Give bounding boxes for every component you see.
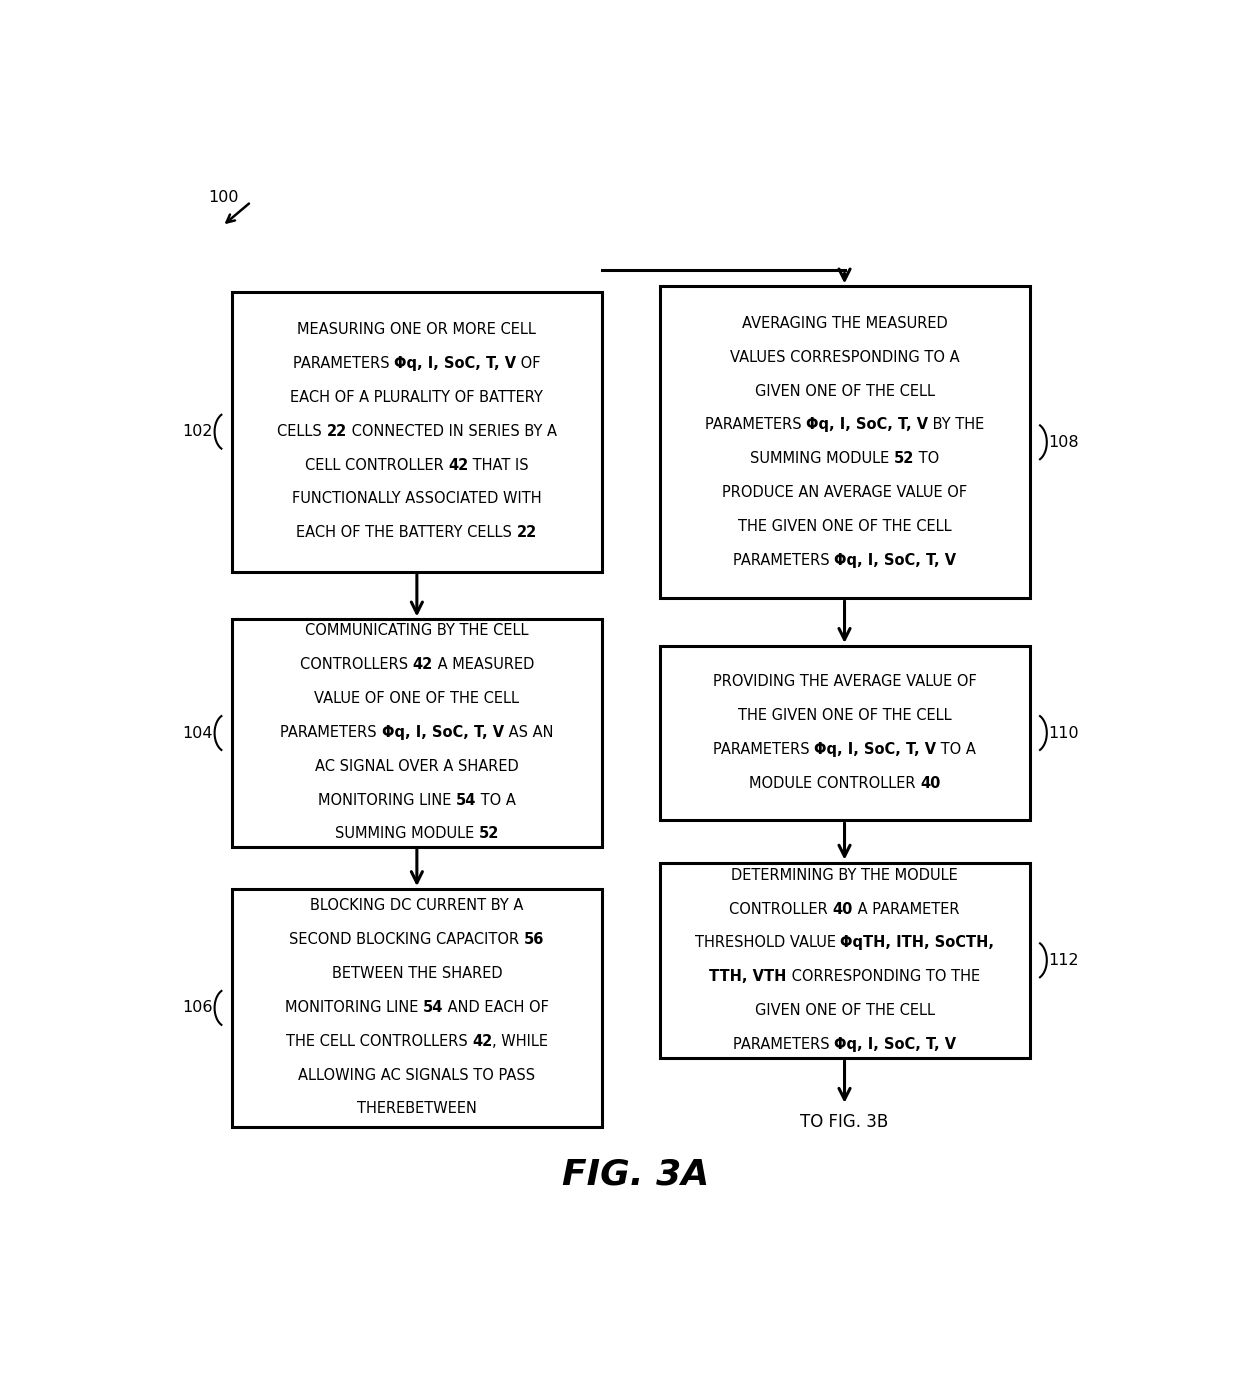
Text: 40: 40 [833, 902, 853, 917]
Text: THE GIVEN ONE OF THE CELL: THE GIVEN ONE OF THE CELL [738, 708, 951, 724]
Text: CONTROLLER: CONTROLLER [729, 902, 833, 917]
Text: DETERMINING BY THE MODULE: DETERMINING BY THE MODULE [732, 868, 957, 883]
Text: SUMMING MODULE: SUMMING MODULE [335, 827, 479, 842]
Text: MONITORING LINE: MONITORING LINE [317, 792, 456, 807]
Text: EACH OF THE BATTERY CELLS: EACH OF THE BATTERY CELLS [296, 524, 517, 540]
Text: 40: 40 [920, 776, 940, 791]
Text: PARAMETERS: PARAMETERS [293, 356, 394, 371]
Text: 22: 22 [517, 524, 537, 540]
Text: AC SIGNAL OVER A SHARED: AC SIGNAL OVER A SHARED [315, 759, 518, 774]
Text: FUNCTIONALLY ASSOCIATED WITH: FUNCTIONALLY ASSOCIATED WITH [293, 492, 542, 507]
Text: SECOND BLOCKING CAPACITOR: SECOND BLOCKING CAPACITOR [289, 932, 525, 947]
Text: A MEASURED: A MEASURED [433, 658, 534, 673]
Text: Φq, I, SoC, T, V: Φq, I, SoC, T, V [806, 417, 928, 432]
Text: 106: 106 [182, 1001, 213, 1016]
Text: MEASURING ONE OR MORE CELL: MEASURING ONE OR MORE CELL [298, 323, 537, 338]
Text: PROVIDING THE AVERAGE VALUE OF: PROVIDING THE AVERAGE VALUE OF [713, 674, 976, 689]
Text: MODULE CONTROLLER: MODULE CONTROLLER [749, 776, 920, 791]
Text: MONITORING LINE: MONITORING LINE [285, 1000, 423, 1015]
Text: CELL CONTROLLER: CELL CONTROLLER [305, 457, 448, 472]
Text: GIVEN ONE OF THE CELL: GIVEN ONE OF THE CELL [754, 383, 935, 398]
Text: 52: 52 [479, 827, 498, 842]
Text: CONNECTED IN SERIES BY A: CONNECTED IN SERIES BY A [347, 424, 557, 439]
Text: PARAMETERS: PARAMETERS [713, 741, 815, 757]
Text: BY THE: BY THE [928, 417, 985, 432]
Text: ALLOWING AC SIGNALS TO PASS: ALLOWING AC SIGNALS TO PASS [299, 1068, 536, 1082]
Text: PARAMETERS: PARAMETERS [733, 1037, 835, 1052]
Bar [232, 888, 601, 1127]
Text: VALUES CORRESPONDING TO A: VALUES CORRESPONDING TO A [729, 350, 960, 365]
Text: 22: 22 [326, 424, 347, 439]
Text: COMMUNICATING BY THE CELL: COMMUNICATING BY THE CELL [305, 623, 528, 638]
Text: THEREBETWEEN: THEREBETWEEN [357, 1101, 477, 1116]
Text: FIG. 3A: FIG. 3A [562, 1157, 709, 1192]
Text: Φq, I, SoC, T, V: Φq, I, SoC, T, V [394, 356, 516, 371]
Text: AVERAGING THE MEASURED: AVERAGING THE MEASURED [742, 316, 947, 331]
Text: SUMMING MODULE: SUMMING MODULE [750, 452, 894, 467]
Text: BETWEEN THE SHARED: BETWEEN THE SHARED [331, 967, 502, 982]
Text: Φq, I, SoC, T, V: Φq, I, SoC, T, V [815, 741, 936, 757]
Text: 108: 108 [1049, 435, 1079, 450]
Text: 52: 52 [894, 452, 914, 467]
Text: CONTROLLERS: CONTROLLERS [300, 658, 413, 673]
Bar [660, 862, 1029, 1059]
Bar [232, 619, 601, 847]
Text: Φq, I, SoC, T, V: Φq, I, SoC, T, V [382, 725, 503, 740]
Text: AS AN: AS AN [503, 725, 553, 740]
Text: Φq, I, SoC, T, V: Φq, I, SoC, T, V [835, 553, 956, 567]
Text: GIVEN ONE OF THE CELL: GIVEN ONE OF THE CELL [754, 1004, 935, 1017]
Text: 54: 54 [423, 1000, 443, 1015]
Text: TO A: TO A [476, 792, 516, 807]
Text: EACH OF A PLURALITY OF BATTERY: EACH OF A PLURALITY OF BATTERY [290, 390, 543, 405]
Text: TTH, VTH: TTH, VTH [709, 969, 786, 984]
Text: BLOCKING DC CURRENT BY A: BLOCKING DC CURRENT BY A [310, 898, 523, 913]
Text: PRODUCE AN AVERAGE VALUE OF: PRODUCE AN AVERAGE VALUE OF [722, 485, 967, 500]
Text: TO A: TO A [936, 741, 976, 757]
Text: 42: 42 [448, 457, 469, 472]
Text: A PARAMETER: A PARAMETER [853, 902, 960, 917]
Text: TO: TO [914, 452, 939, 467]
Text: Φq, I, SoC, T, V: Φq, I, SoC, T, V [835, 1037, 956, 1052]
Text: THRESHOLD VALUE: THRESHOLD VALUE [694, 935, 841, 950]
Text: 56: 56 [525, 932, 544, 947]
Text: VALUE OF ONE OF THE CELL: VALUE OF ONE OF THE CELL [315, 691, 520, 706]
Text: CORRESPONDING TO THE: CORRESPONDING TO THE [786, 969, 980, 984]
Bar [660, 645, 1029, 820]
Text: THE CELL CONTROLLERS: THE CELL CONTROLLERS [285, 1034, 472, 1049]
Text: AND EACH OF: AND EACH OF [443, 1000, 549, 1015]
Text: 100: 100 [208, 189, 238, 205]
Text: CELLS: CELLS [277, 424, 326, 439]
Bar [232, 291, 601, 571]
Text: THE GIVEN ONE OF THE CELL: THE GIVEN ONE OF THE CELL [738, 519, 951, 534]
Text: 42: 42 [472, 1034, 492, 1049]
Text: 102: 102 [182, 424, 213, 439]
Text: 54: 54 [456, 792, 476, 807]
Text: 110: 110 [1049, 725, 1079, 740]
Text: PARAMETERS: PARAMETERS [704, 417, 806, 432]
Text: PARAMETERS: PARAMETERS [733, 553, 835, 567]
Text: , WHILE: , WHILE [492, 1034, 548, 1049]
Bar [660, 287, 1029, 599]
Text: PARAMETERS: PARAMETERS [280, 725, 382, 740]
Text: THAT IS: THAT IS [469, 457, 529, 472]
Text: ΦqTH, ITH, SoCTH,: ΦqTH, ITH, SoCTH, [841, 935, 994, 950]
Text: 42: 42 [413, 658, 433, 673]
Text: 104: 104 [182, 725, 213, 740]
Text: OF: OF [516, 356, 541, 371]
Text: TO FIG. 3B: TO FIG. 3B [800, 1112, 889, 1130]
Text: 112: 112 [1049, 953, 1079, 968]
